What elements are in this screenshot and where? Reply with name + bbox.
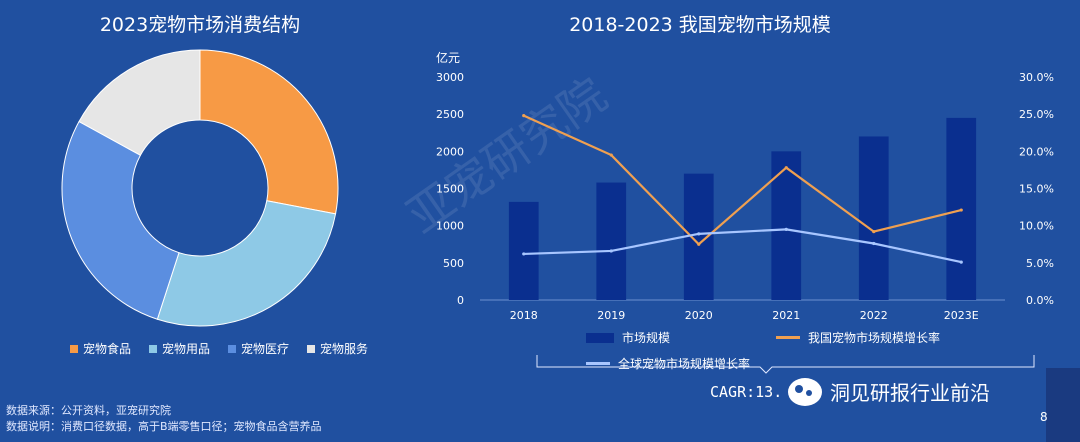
y2-tick-label: 10.0%: [1019, 220, 1054, 233]
y2-tick-label: 30.0%: [1019, 71, 1054, 84]
donut-slice-宠物用品: [156, 200, 337, 327]
pie-legend-label: 宠物医疗: [241, 342, 290, 356]
bar-2021: [771, 151, 802, 300]
line-point: [959, 260, 963, 264]
y-tick-label: 2500: [436, 108, 464, 121]
bar-2022: [858, 136, 889, 300]
legend-line-swatch: [586, 362, 610, 365]
line-point: [784, 166, 788, 170]
x-tick-label: 2019: [597, 309, 625, 322]
legend-line-swatch: [776, 336, 800, 339]
pie-legend-label: 宠物食品: [83, 342, 132, 356]
x-tick-label: 2021: [772, 309, 800, 322]
pie-legend-label: 宠物服务: [320, 342, 369, 356]
line-point: [697, 232, 701, 236]
line-series-0: [523, 114, 962, 246]
bar-2018: [508, 201, 539, 300]
pie-legend-item-supplies: 宠物用品: [149, 340, 210, 357]
y2-tick-label: 0.0%: [1026, 294, 1054, 307]
legend-label: 市场规模: [622, 331, 671, 345]
x-tick-label: 2020: [685, 309, 713, 322]
line-point: [697, 242, 701, 246]
pie-legend-item-food: 宠物食品: [70, 340, 131, 357]
donut-slice-宠物服务: [78, 49, 201, 156]
combo-chart-title: 2018-2023 我国宠物市场规模: [569, 14, 831, 36]
footnote-note: 数据说明：消费口径数据，高于B端零售口径；宠物食品含营养品: [6, 420, 322, 433]
legend-bar-swatch: [586, 332, 614, 343]
brand-text: 洞见研报行业前沿: [830, 381, 990, 405]
pie-legend-item-service: 宠物服务: [307, 340, 368, 357]
line-point: [609, 153, 613, 157]
pie-legend-swatch: [70, 344, 78, 353]
legend-domestic-growth: 我国宠物市场规模增长率: [776, 329, 940, 346]
x-tick-label: 2018: [510, 309, 538, 322]
y-tick-label: 2000: [436, 145, 464, 158]
wechat-icon: [788, 377, 822, 406]
pie-legend: 宠物食品 宠物用品 宠物医疗 宠物服务: [70, 340, 368, 357]
line-point: [959, 208, 963, 212]
pie-legend-swatch: [307, 344, 316, 353]
x-tick-label: 2023E: [944, 309, 979, 322]
line-point: [522, 114, 526, 118]
line-series-1: [523, 228, 962, 264]
line-point: [609, 249, 613, 253]
pie-chart-title: 2023宠物市场消费结构: [99, 14, 301, 36]
y-tick-label: 3000: [436, 71, 464, 84]
cagr-label: CAGR:13.: [710, 383, 783, 401]
corner-logo: [1046, 368, 1080, 442]
y-axis-unit: 亿元: [436, 50, 460, 65]
page-number: 8: [1040, 410, 1048, 424]
pie-legend-swatch: [228, 344, 237, 353]
y-tick-label: 500: [443, 257, 464, 270]
pie-legend-swatch: [149, 344, 158, 353]
footnote-source: 数据来源：公开资料，亚宠研究院: [6, 404, 171, 417]
y-tick-label: 1500: [436, 183, 464, 196]
legend-market-size: 市场规模: [586, 329, 670, 346]
y-tick-label: 1000: [436, 220, 464, 233]
bar-2019: [596, 182, 627, 300]
y2-tick-label: 25.0%: [1019, 108, 1054, 121]
consumption-structure-donut-chart: [61, 49, 339, 327]
pie-legend-item-medical: 宠物医疗: [228, 340, 289, 357]
donut-slice-宠物医疗: [61, 120, 180, 320]
legend-bracket: [536, 355, 1035, 374]
donut-slice-宠物食品: [199, 49, 339, 215]
y-tick-label: 0: [457, 294, 464, 307]
line-point: [784, 227, 788, 231]
pie-legend-label: 宠物用品: [162, 342, 211, 356]
y2-tick-label: 15.0%: [1019, 183, 1054, 196]
x-tick-label: 2022: [860, 309, 888, 322]
line-point: [872, 241, 876, 246]
y2-tick-label: 20.0%: [1019, 145, 1054, 158]
line-point: [522, 252, 526, 256]
y2-tick-label: 5.0%: [1026, 257, 1054, 270]
market-size-combo-chart: 亿元 0 500 1000 1500 2000 2500 3000 0.0% 5.0% 10.0% 1…: [436, 50, 1054, 322]
legend-label: 我国宠物市场规模增长率: [808, 331, 941, 345]
line-point: [872, 230, 876, 234]
brand-watermark: 洞见研报行业前沿: [788, 377, 990, 406]
